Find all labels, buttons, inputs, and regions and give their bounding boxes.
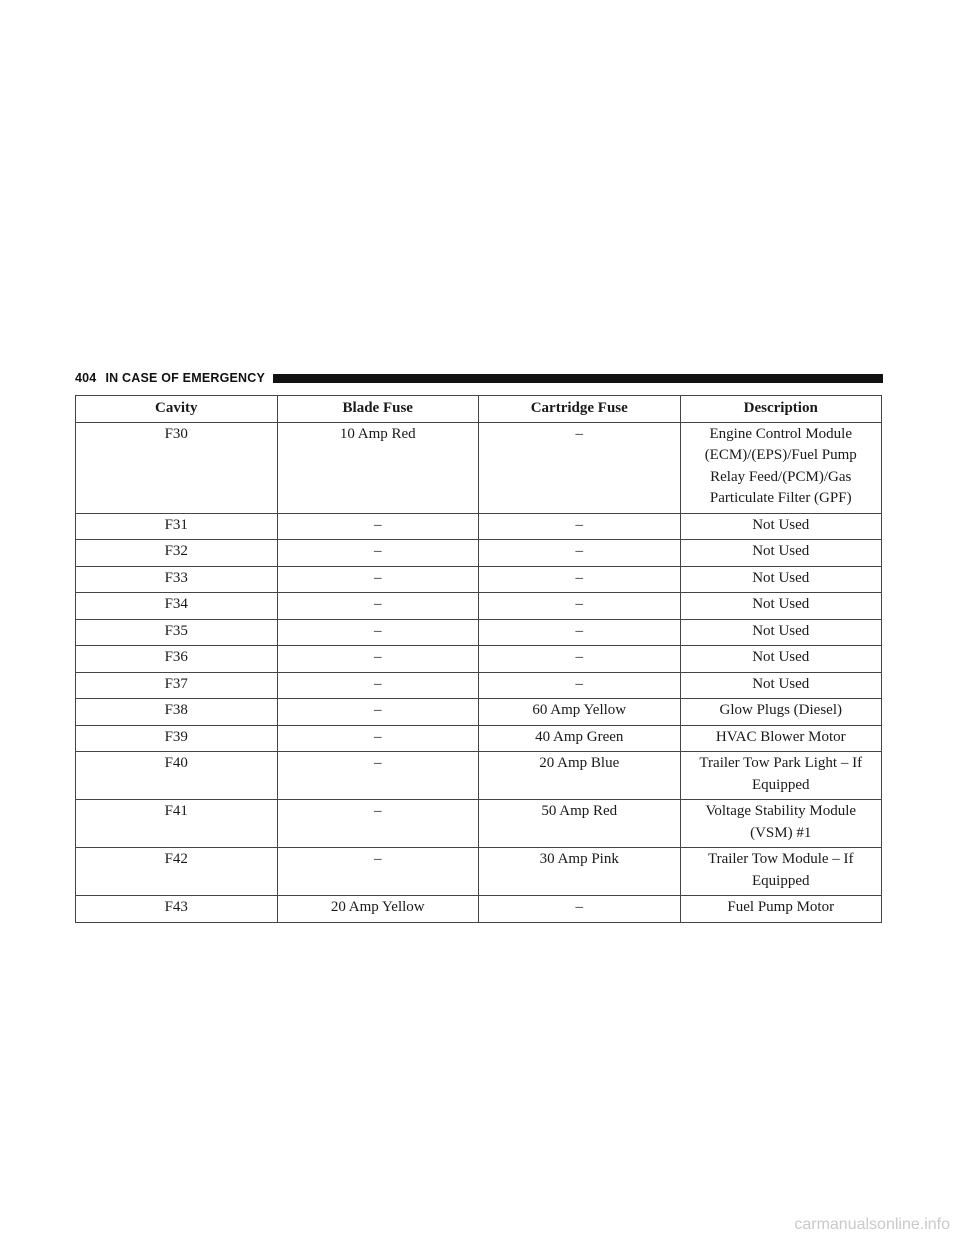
table-row: F31 – – Not Used (75, 512, 882, 540)
cartridge-fuse-cell: 30 Amp Pink (478, 847, 681, 896)
cartridge-fuse-cell: – (478, 512, 681, 540)
cavity-cell: F34 (75, 592, 278, 620)
table-header-row: Cavity Blade Fuse Cartridge Fuse Descrip… (75, 395, 882, 423)
cavity-cell: F38 (75, 698, 278, 726)
table-row: F38 – 60 Amp Yellow Glow Plugs (Diesel) (75, 698, 882, 726)
table-row: F43 20 Amp Yellow – Fuel Pump Motor (75, 895, 882, 923)
description-cell: Not Used (679, 671, 882, 699)
table-row: F32 – – Not Used (75, 539, 882, 567)
description-cell: Not Used (679, 618, 882, 646)
blade-fuse-cell: – (276, 751, 479, 800)
cartridge-fuse-cell: 50 Amp Red (478, 799, 681, 848)
blade-fuse-cell: – (276, 671, 479, 699)
cartridge-fuse-cell: – (478, 618, 681, 646)
description-cell: Trailer Tow Module – If Equipped (679, 847, 882, 896)
cartridge-fuse-cell: – (478, 671, 681, 699)
table-row: F35 – – Not Used (75, 618, 882, 646)
table-row: F30 10 Amp Red – Engine Control Module (… (75, 421, 882, 514)
blade-fuse-cell: 10 Amp Red (276, 421, 479, 514)
cartridge-fuse-cell: – (478, 895, 681, 923)
header-rule (273, 373, 883, 383)
cavity-cell: F37 (75, 671, 278, 699)
cavity-cell: F42 (75, 847, 278, 896)
section-title: IN CASE OF EMERGENCY (105, 371, 266, 385)
cartridge-fuse-cell: – (478, 592, 681, 620)
table-row: F37 – – Not Used (75, 671, 882, 699)
description-cell: Not Used (679, 565, 882, 593)
description-cell: Not Used (679, 539, 882, 567)
description-cell: Fuel Pump Motor (679, 895, 882, 923)
cartridge-fuse-cell: – (478, 565, 681, 593)
page-number: 404 (75, 371, 97, 385)
cavity-cell: F36 (75, 645, 278, 673)
description-cell: Trailer Tow Park Light – If Equipped (679, 751, 882, 800)
cartridge-fuse-cell: 40 Amp Green (478, 724, 681, 752)
blade-fuse-cell: – (276, 847, 479, 896)
blade-fuse-cell: – (276, 592, 479, 620)
table-row: F41 – 50 Amp Red Voltage Stability Modul… (75, 799, 882, 848)
description-cell: Not Used (679, 592, 882, 620)
table-row: F34 – – Not Used (75, 592, 882, 620)
column-header-blade-fuse: Blade Fuse (276, 395, 479, 423)
cavity-cell: F43 (75, 895, 278, 923)
description-cell: HVAC Blower Motor (679, 724, 882, 752)
column-header-cartridge-fuse: Cartridge Fuse (478, 395, 681, 423)
blade-fuse-cell: – (276, 645, 479, 673)
cartridge-fuse-cell: – (478, 421, 681, 514)
blade-fuse-cell: – (276, 618, 479, 646)
column-header-cavity: Cavity (75, 395, 278, 423)
cavity-cell: F32 (75, 539, 278, 567)
cavity-cell: F33 (75, 565, 278, 593)
description-cell: Voltage Stability Module (VSM) #1 (679, 799, 882, 848)
description-cell: Glow Plugs (Diesel) (679, 698, 882, 726)
cartridge-fuse-cell: 60 Amp Yellow (478, 698, 681, 726)
table-row: F42 – 30 Amp Pink Trailer Tow Module – I… (75, 847, 882, 896)
cavity-cell: F35 (75, 618, 278, 646)
cavity-cell: F39 (75, 724, 278, 752)
table-row: F36 – – Not Used (75, 645, 882, 673)
blade-fuse-cell: – (276, 698, 479, 726)
description-cell: Not Used (679, 645, 882, 673)
cartridge-fuse-cell: – (478, 539, 681, 567)
blade-fuse-cell: 20 Amp Yellow (276, 895, 479, 923)
description-cell: Not Used (679, 512, 882, 540)
watermark-text: carmanualsonline.info (794, 1216, 950, 1233)
table-row: F40 – 20 Amp Blue Trailer Tow Park Light… (75, 751, 882, 800)
table-row: F33 – – Not Used (75, 565, 882, 593)
table-row: F39 – 40 Amp Green HVAC Blower Motor (75, 724, 882, 752)
cavity-cell: F41 (75, 799, 278, 848)
blade-fuse-cell: – (276, 539, 479, 567)
blade-fuse-cell: – (276, 565, 479, 593)
cavity-cell: F40 (75, 751, 278, 800)
description-cell: Engine Control Module (ECM)/(EPS)/Fuel P… (679, 421, 882, 514)
cartridge-fuse-cell: 20 Amp Blue (478, 751, 681, 800)
cavity-cell: F30 (75, 421, 278, 514)
cavity-cell: F31 (75, 512, 278, 540)
cartridge-fuse-cell: – (478, 645, 681, 673)
blade-fuse-cell: – (276, 512, 479, 540)
blade-fuse-cell: – (276, 799, 479, 848)
page-header: 404 IN CASE OF EMERGENCY (75, 370, 883, 386)
column-header-description: Description (679, 395, 882, 423)
fuse-table: Cavity Blade Fuse Cartridge Fuse Descrip… (75, 395, 882, 923)
blade-fuse-cell: – (276, 724, 479, 752)
